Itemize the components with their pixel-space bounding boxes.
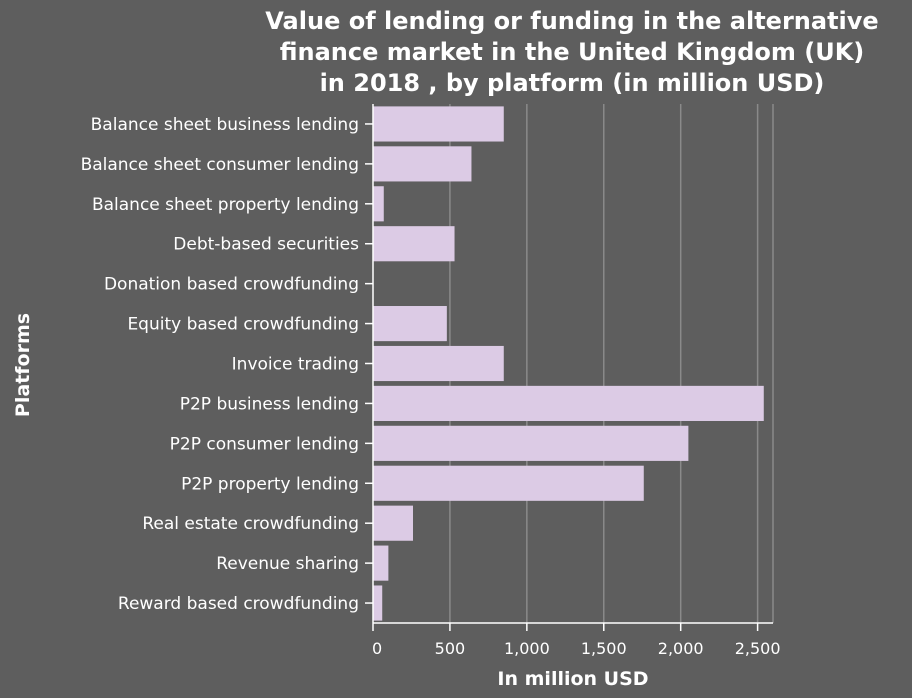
- x-tick-label: 0: [372, 639, 382, 658]
- chart-title-line-2: finance market in the United Kingdom (UK…: [280, 38, 865, 66]
- x-tick-label: 500: [435, 639, 466, 658]
- x-tick-label: 2,000: [658, 639, 704, 658]
- x-tick-label: 1,000: [504, 639, 550, 658]
- x-tick-labels: 0 500 1,000 1,500 2,000 2,500: [372, 639, 781, 658]
- category-labels: Balance sheet business lending Balance sh…: [81, 115, 360, 614]
- bar: [373, 425, 689, 461]
- bar: [373, 465, 644, 501]
- category-label: Balance sheet property lending: [92, 195, 359, 215]
- category-label: P2P consumer lending: [170, 434, 359, 454]
- category-label: P2P business lending: [180, 394, 359, 414]
- chart-title-line-3: in 2018 , by platform (in million USD): [320, 69, 825, 97]
- x-tick-label: 1,500: [581, 639, 627, 658]
- bar: [373, 226, 455, 262]
- category-label: Balance sheet business lending: [91, 115, 359, 135]
- category-label: Equity based crowdfunding: [127, 315, 359, 335]
- bars: [373, 106, 764, 621]
- category-label: Debt-based securities: [173, 235, 359, 255]
- category-label: Revenue sharing: [216, 554, 359, 574]
- chart-title-line-1: Value of lending or funding in the alter…: [265, 7, 878, 35]
- bar: [373, 545, 389, 581]
- bar: [373, 505, 413, 541]
- bar: [373, 106, 504, 142]
- bar: [373, 585, 383, 621]
- category-label: Donation based crowdfunding: [104, 275, 359, 295]
- category-label: P2P property lending: [181, 474, 359, 494]
- category-label: Balance sheet consumer lending: [81, 155, 359, 175]
- x-tick-label: 2,500: [735, 639, 781, 658]
- bar: [373, 345, 504, 382]
- category-label: Invoice trading: [232, 355, 359, 375]
- grid-lines: [449, 104, 774, 623]
- category-label: Reward based crowdfunding: [118, 594, 359, 614]
- bar: [373, 186, 384, 222]
- bar: [373, 385, 764, 421]
- x-axis-title: In million USD: [497, 668, 648, 690]
- y-axis-title: Platforms: [12, 313, 34, 417]
- bar: [373, 146, 472, 182]
- bar: [373, 306, 447, 342]
- category-label: Real estate crowdfunding: [142, 514, 359, 534]
- axes: [365, 104, 773, 631]
